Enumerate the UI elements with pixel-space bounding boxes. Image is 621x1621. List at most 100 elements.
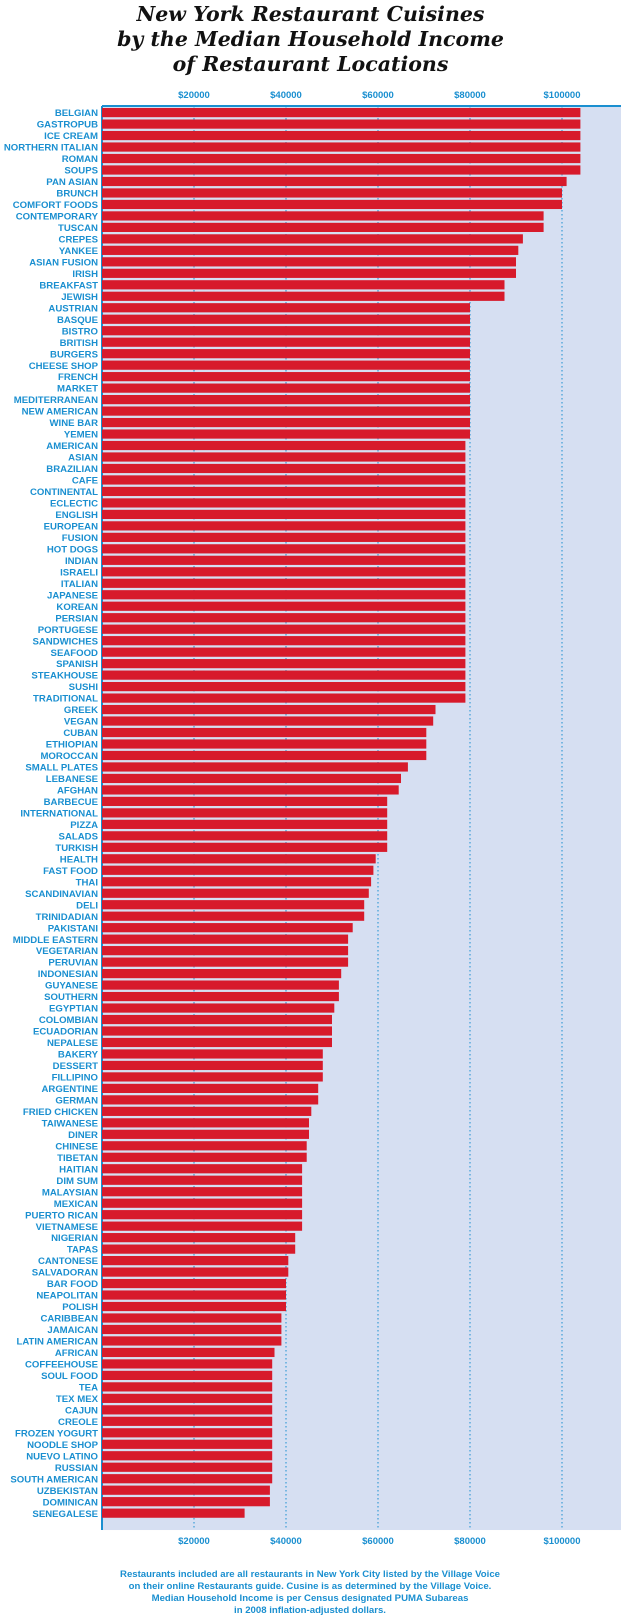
category-label-88: TAIWANESE xyxy=(42,1118,99,1129)
bar-1 xyxy=(102,119,581,129)
bar-114 xyxy=(102,1416,273,1426)
bar-74 xyxy=(102,957,349,967)
bar-28 xyxy=(102,429,470,439)
category-label-95: MEXICAN xyxy=(54,1199,98,1210)
category-label-6: PAN ASIAN xyxy=(46,177,98,188)
category-label-67: THAI xyxy=(76,877,99,888)
category-label-98: NIGERIAN xyxy=(51,1233,98,1244)
x-tick-label-top-1: $40000 xyxy=(270,90,302,101)
category-label-45: PORTUGESE xyxy=(38,625,99,636)
bar-33 xyxy=(102,486,466,497)
category-label-68: SCANDINAVIAN xyxy=(25,889,98,900)
bar-30 xyxy=(102,452,466,462)
category-label-63: SALADS xyxy=(59,831,99,842)
bar-121 xyxy=(102,1497,270,1507)
category-label-1: GASTROPUB xyxy=(37,120,98,131)
bar-44 xyxy=(102,613,466,623)
bar-6 xyxy=(102,176,567,187)
category-label-2: ICE CREAM xyxy=(44,131,98,142)
category-label-113: CAJUN xyxy=(65,1405,98,1416)
bar-31 xyxy=(102,463,466,474)
bar-93 xyxy=(102,1175,303,1185)
category-label-36: EUROPEAN xyxy=(44,521,98,532)
category-label-34: ECLECTIC xyxy=(50,499,98,510)
category-label-49: STEAKHOUSE xyxy=(31,671,98,682)
category-label-41: ITALIAN xyxy=(61,579,98,590)
bar-103 xyxy=(102,1290,286,1300)
category-label-74: PERUVIAN xyxy=(48,958,98,969)
bar-78 xyxy=(102,1003,335,1013)
bar-107 xyxy=(102,1336,282,1346)
bar-52 xyxy=(102,704,436,715)
bar-112 xyxy=(102,1393,273,1403)
category-label-30: ASIAN xyxy=(68,453,98,464)
category-label-52: GREEK xyxy=(64,705,98,716)
bar-61 xyxy=(102,808,388,818)
bar-63 xyxy=(102,831,388,841)
bar-47 xyxy=(102,647,466,657)
category-label-11: CREPES xyxy=(59,234,99,245)
bar-88 xyxy=(102,1118,309,1128)
bar-83 xyxy=(102,1060,323,1071)
bar-81 xyxy=(102,1037,332,1048)
category-label-21: BURGERS xyxy=(50,349,99,360)
bar-87 xyxy=(102,1106,312,1116)
title-line-3: of Restaurant Locations xyxy=(172,52,449,76)
category-label-29: AMERICAN xyxy=(46,441,98,452)
chart-title: New York Restaurant Cuisines by the Medi… xyxy=(0,2,621,77)
category-label-33: CONTINENTAL xyxy=(30,487,98,498)
footnote: Restaurants included are all restaurants… xyxy=(80,1569,540,1617)
category-label-51: TRADITIONAL xyxy=(33,694,98,705)
bar-104 xyxy=(102,1301,286,1312)
x-tick-label-top-4: $100000 xyxy=(544,90,581,101)
category-label-47: SEAFOOD xyxy=(51,648,99,659)
category-label-8: COMFORT FOODS xyxy=(13,200,99,211)
bar-11 xyxy=(102,234,523,244)
bar-12 xyxy=(102,245,519,255)
x-tick-label-bottom-4: $100000 xyxy=(544,1536,581,1547)
bar-98 xyxy=(102,1233,296,1243)
category-label-114: CREOLE xyxy=(58,1417,99,1428)
x-tick-label-bottom-0: $20000 xyxy=(178,1536,210,1547)
category-label-82: BAKERY xyxy=(58,1050,99,1061)
category-label-121: DOMINICAN xyxy=(43,1497,98,1508)
category-label-115: FROZEN YOGURT xyxy=(15,1428,98,1439)
bar-110 xyxy=(102,1370,273,1380)
category-label-62: PIZZA xyxy=(70,820,98,831)
bar-19 xyxy=(102,326,470,336)
category-label-46: SANDWICHES xyxy=(32,636,98,647)
category-label-54: CUBAN xyxy=(63,728,98,739)
category-label-22: CHEESE SHOP xyxy=(29,361,99,372)
bar-9 xyxy=(102,211,544,221)
bar-62 xyxy=(102,819,388,829)
category-label-75: INDONESIAN xyxy=(38,969,98,980)
bar-34 xyxy=(102,498,466,508)
bar-18 xyxy=(102,314,470,324)
category-label-120: UZBEKISTAN xyxy=(37,1486,98,1497)
bar-58 xyxy=(102,773,401,784)
category-label-9: CONTEMPORARY xyxy=(16,212,99,223)
bar-32 xyxy=(102,475,466,485)
bar-45 xyxy=(102,624,466,634)
bar-118 xyxy=(102,1462,273,1472)
category-label-27: WINE BAR xyxy=(50,418,99,429)
bar-111 xyxy=(102,1382,273,1392)
category-label-72: MIDDLE EASTERN xyxy=(13,935,98,946)
category-label-106: JAMAICAN xyxy=(47,1325,98,1336)
category-label-81: NEPALESE xyxy=(47,1038,99,1049)
bar-22 xyxy=(102,360,470,370)
category-label-94: MALAYSIAN xyxy=(42,1187,98,1198)
bar-86 xyxy=(102,1095,319,1105)
category-label-58: LEBANESE xyxy=(46,774,99,785)
category-label-64: TURKISH xyxy=(55,843,98,854)
category-label-16: JEWISH xyxy=(61,292,98,303)
category-label-66: FAST FOOD xyxy=(43,866,98,877)
bar-23 xyxy=(102,372,470,382)
category-label-31: BRAZILIAN xyxy=(46,464,98,475)
category-label-117: NUEVO LATINO xyxy=(26,1451,98,1462)
bar-3 xyxy=(102,142,581,152)
x-tick-label-bottom-3: $80000 xyxy=(454,1536,486,1547)
category-label-19: BISTRO xyxy=(62,326,99,337)
category-label-102: BAR FOOD xyxy=(47,1279,98,1290)
